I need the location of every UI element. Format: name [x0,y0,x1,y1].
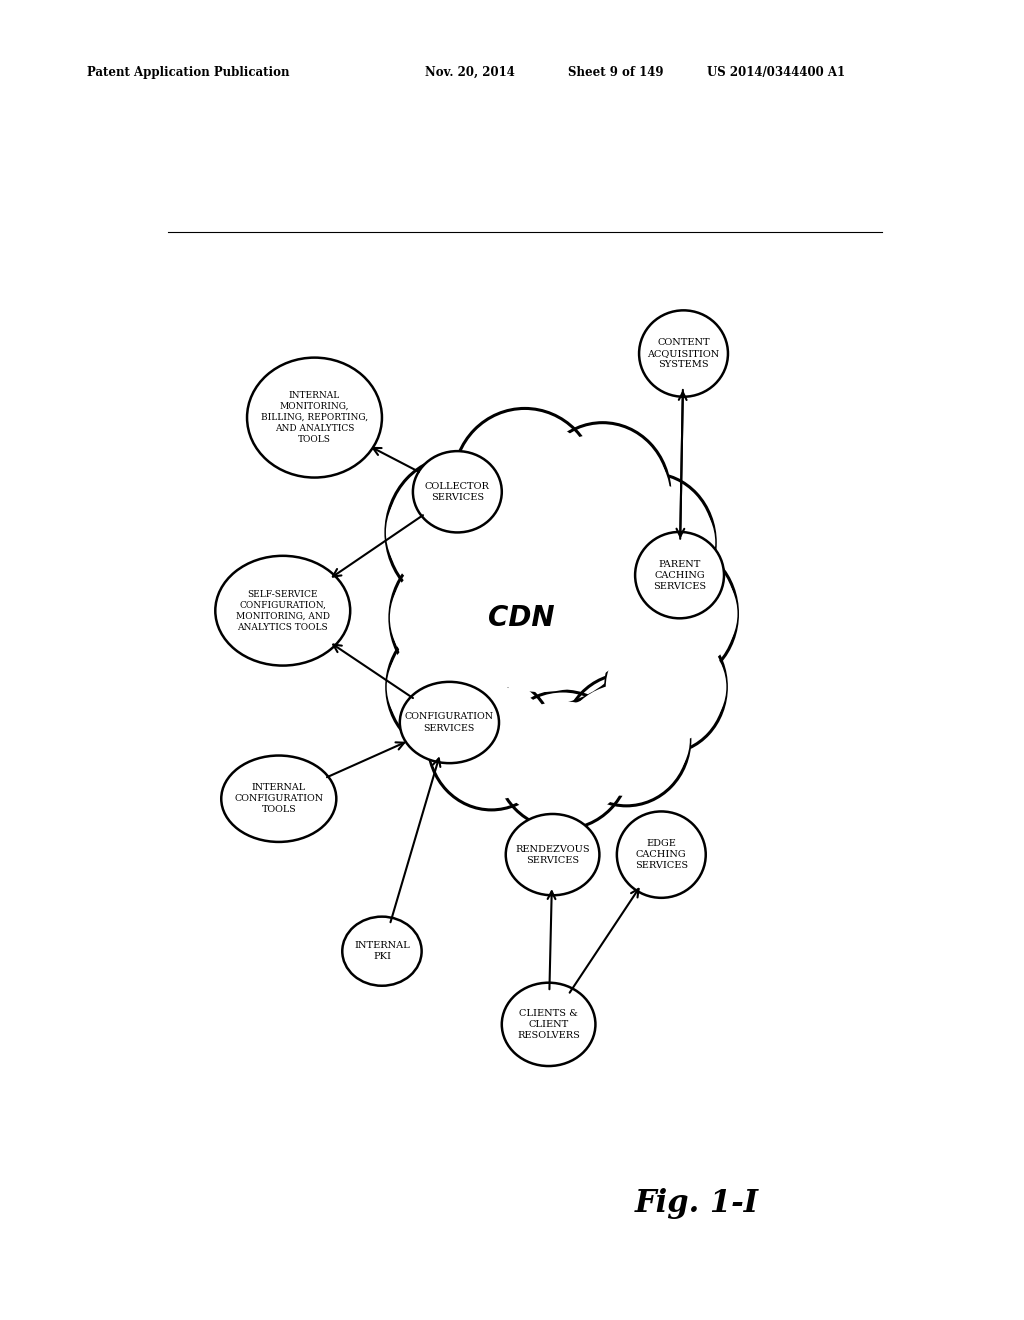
Ellipse shape [496,690,631,829]
Ellipse shape [502,982,595,1067]
Text: Fig. 1-I: Fig. 1-I [635,1188,759,1220]
Ellipse shape [221,755,336,842]
Ellipse shape [588,484,716,602]
Text: SELF-SERVICE
CONFIGURATION,
MONITORING, AND
ANALYTICS TOOLS: SELF-SERVICE CONFIGURATION, MONITORING, … [236,590,330,632]
Text: CONFIGURATION
SERVICES: CONFIGURATION SERVICES [404,713,494,733]
Text: RENDEZVOUS
SERVICES: RENDEZVOUS SERVICES [515,845,590,865]
Text: CLIENTS &
CLIENT
RESOLVERS: CLIENTS & CLIENT RESOLVERS [517,1008,580,1040]
Text: INTERNAL
PKI: INTERNAL PKI [354,941,410,961]
Ellipse shape [563,673,690,805]
Ellipse shape [387,631,507,743]
Ellipse shape [428,686,555,800]
Ellipse shape [613,554,737,672]
Ellipse shape [506,814,599,895]
Ellipse shape [536,433,670,554]
Ellipse shape [588,474,716,611]
Ellipse shape [635,532,724,618]
Ellipse shape [437,504,644,708]
Ellipse shape [536,422,670,565]
Text: COLLECTOR
SERVICES: COLLECTOR SERVICES [425,482,489,502]
Text: PARENT
CACHING
SERVICES: PARENT CACHING SERVICES [653,560,707,591]
Text: EDGE
CACHING
SERVICES: EDGE CACHING SERVICES [635,840,688,870]
Ellipse shape [390,549,509,686]
Ellipse shape [342,916,422,986]
Text: CDN: CDN [487,603,554,632]
Ellipse shape [386,467,528,597]
Ellipse shape [606,620,726,752]
Text: CONTENT
ACQUISITION
SYSTEMS: CONTENT ACQUISITION SYSTEMS [647,338,720,370]
Text: Sheet 9 of 149: Sheet 9 of 149 [568,66,664,79]
Ellipse shape [639,310,728,397]
Text: INTERNAL
MONITORING,
BILLING, REPORTING,
AND ANALYTICS
TOOLS: INTERNAL MONITORING, BILLING, REPORTING,… [261,391,368,445]
Ellipse shape [386,457,528,609]
Ellipse shape [437,519,644,692]
Text: US 2014/0344400 A1: US 2014/0344400 A1 [707,66,845,79]
Ellipse shape [413,451,502,532]
Ellipse shape [428,676,555,810]
Ellipse shape [454,408,596,554]
Text: INTERNAL
CONFIGURATION
TOOLS: INTERNAL CONFIGURATION TOOLS [234,783,324,814]
Text: Nov. 20, 2014: Nov. 20, 2014 [425,66,515,79]
Ellipse shape [390,560,509,677]
Ellipse shape [606,631,726,743]
Ellipse shape [496,701,631,818]
Ellipse shape [563,684,690,796]
Ellipse shape [247,358,382,478]
Ellipse shape [215,556,350,665]
Ellipse shape [399,682,499,763]
Ellipse shape [616,812,706,898]
Ellipse shape [387,620,507,752]
Text: Patent Application Publication: Patent Application Publication [87,66,290,79]
Ellipse shape [454,420,596,544]
Ellipse shape [613,545,737,682]
